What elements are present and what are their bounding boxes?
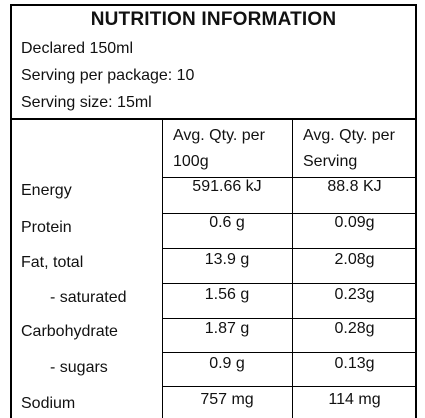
fat-total-per-100g: 13.9 g [204,251,250,268]
nutrition-panel: NUTRITION INFORMATION Declared 150ml Ser… [10,4,417,418]
carbohydrate-per-100g: 1.87 g [204,320,250,337]
row-divider [162,213,415,214]
column-header-per-serving: Avg. Qty. per Serving [303,127,395,170]
saturated-per-100g: 1.56 g [204,286,250,303]
protein-per-100g: 0.6 g [209,214,245,231]
energy-per-serving: 88.8 KJ [327,178,382,195]
row-divider [162,386,415,387]
row-divider [162,318,415,319]
row-divider [162,283,415,284]
row-label-protein: Protein [21,219,72,236]
column-divider-2 [292,118,293,418]
row-divider [162,177,415,178]
panel-title: NUTRITION INFORMATION [90,9,337,30]
row-divider [162,352,415,353]
header-divider [12,118,415,120]
serving-size: Serving size: 15ml [21,94,152,111]
column-divider-1 [162,118,163,418]
sugars-per-serving: 0.13g [334,355,375,372]
sodium-per-100g: 757 mg [200,391,254,408]
carbohydrate-per-serving: 0.28g [334,320,375,337]
saturated-per-serving: 0.23g [334,286,375,303]
servings-per-package: Serving per package: 10 [21,67,195,84]
protein-per-serving: 0.09g [334,214,375,231]
declared-volume: Declared 150ml [21,40,134,57]
fat-total-per-serving: 2.08g [334,251,375,268]
row-label-sugars: - sugars [50,359,108,376]
sodium-per-serving: 114 mg [328,391,381,408]
column-header-per-100g: Avg. Qty. per 100g [173,127,265,170]
row-divider [162,248,415,249]
row-label-energy: Energy [21,182,72,199]
row-label-sodium: Sodium [21,395,76,412]
row-label-fat-total: Fat, total [21,254,84,271]
row-label-carbohydrate: Carbohydrate [21,323,118,340]
sugars-per-100g: 0.9 g [209,355,245,372]
row-label-saturated: - saturated [50,289,127,306]
energy-per-100g: 591.66 kJ [192,178,262,195]
